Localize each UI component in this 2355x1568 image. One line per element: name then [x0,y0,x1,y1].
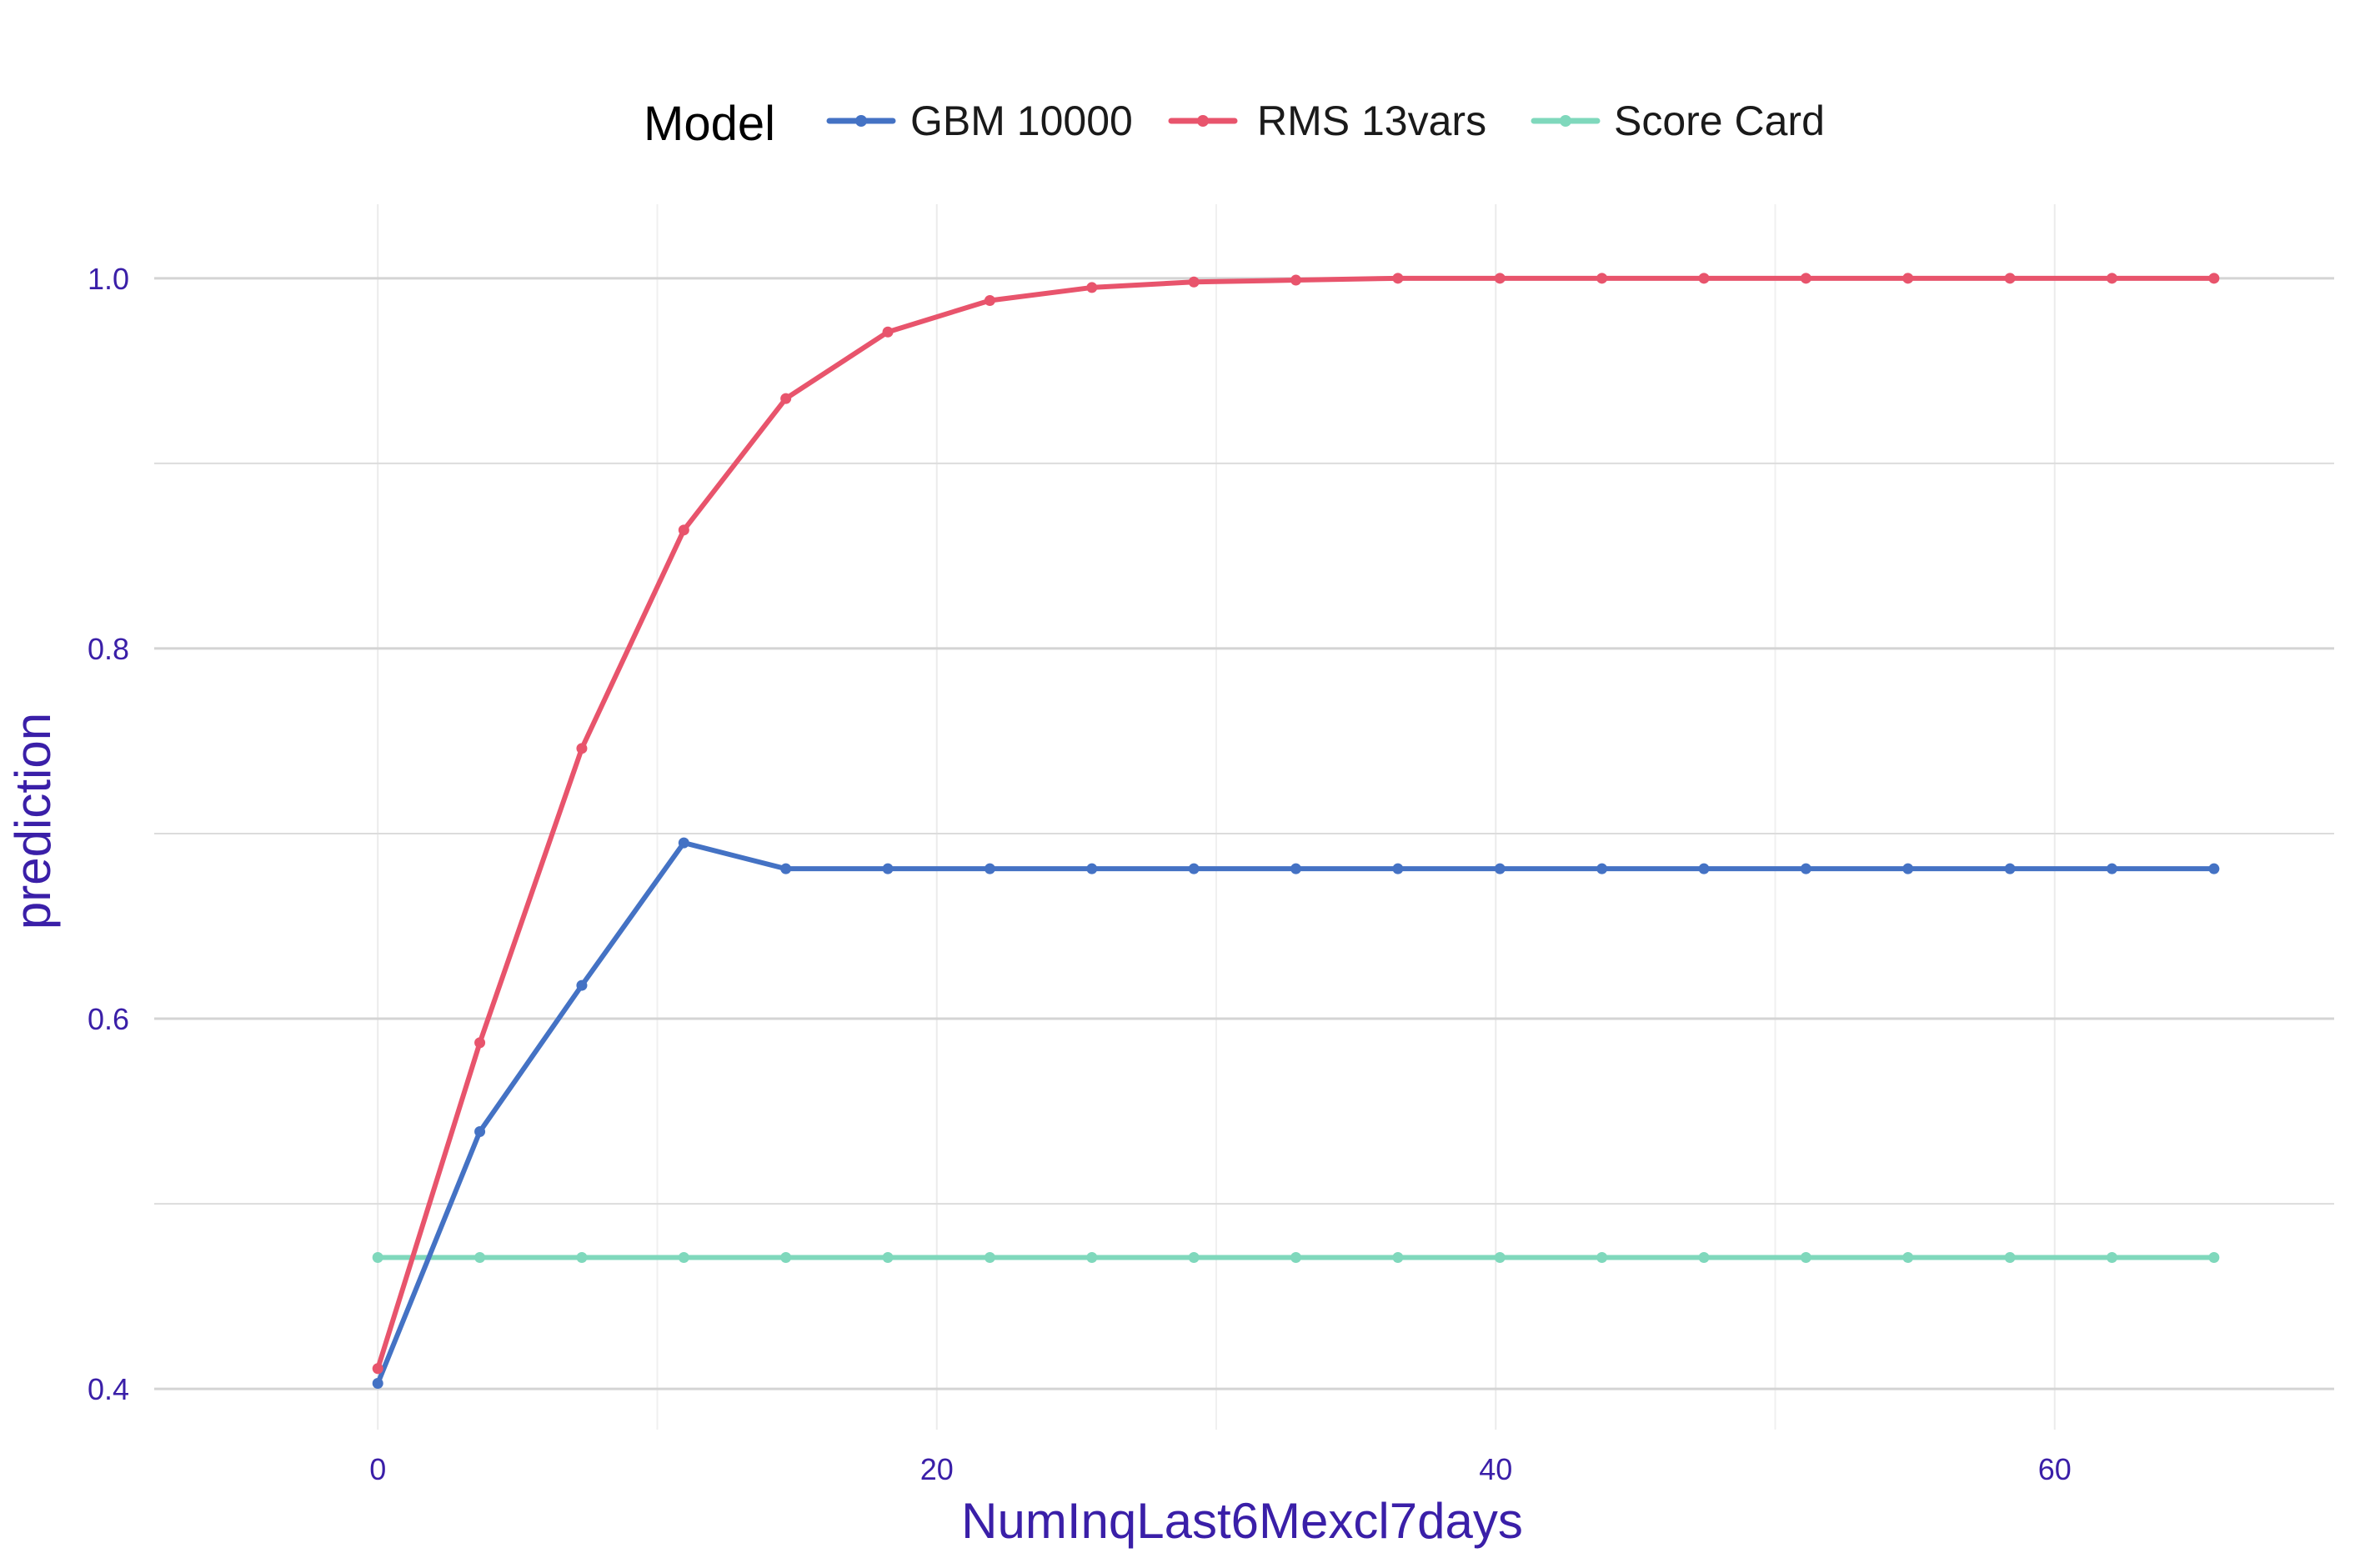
data-point [1698,863,1710,874]
data-point [1188,276,1200,288]
data-point [576,1251,588,1263]
x-axis-title: NumInqLast6Mexcl7days [961,1493,1523,1549]
data-point [2004,863,2016,874]
data-point [984,1251,995,1263]
data-point [2208,863,2220,874]
data-point [1086,282,1098,293]
data-point [576,743,588,754]
data-point [2106,1251,2117,1263]
series-rms-13vars [372,273,2220,1375]
data-point [2106,273,2117,284]
data-point [1596,273,1608,284]
x-tick-label: 60 [2038,1452,2072,1486]
data-point [372,1251,383,1263]
data-point [984,863,995,874]
legend-item: RMS 13vars [1168,98,1486,144]
data-point [372,1377,383,1389]
data-point [1902,863,1914,874]
y-tick-label: 0.6 [88,1002,129,1036]
series-gbm-10000 [372,837,2220,1389]
data-point [2004,273,2016,284]
axes: NumInqLast6Mexcl7days prediction 0 20 40 60… [5,262,2072,1549]
data-point [1698,1251,1710,1263]
legend-label: Score Card [1614,98,1825,144]
grid [154,204,2334,1430]
data-point [474,1037,486,1049]
data-point [780,393,792,404]
legend-item: GBM 10000 [826,98,1133,144]
data-point [372,1363,383,1375]
series-layer [372,273,2220,1389]
data-point [1800,1251,1811,1263]
legend-title: Model [644,97,775,151]
data-point [1800,273,1811,284]
data-point [1800,863,1811,874]
data-point [882,863,894,874]
data-point [678,837,689,849]
data-point [1086,1251,1098,1263]
data-point [882,1251,894,1263]
data-point [1494,1251,1506,1263]
data-point [780,1251,792,1263]
data-point [1596,1251,1608,1263]
data-point [1902,1251,1914,1263]
data-point [678,1251,689,1263]
legend-item: Score Card [1531,98,1825,144]
data-point [2208,1251,2220,1263]
data-point [882,326,894,338]
legend-label: GBM 10000 [910,98,1133,144]
data-point [1188,1251,1200,1263]
series-score-card [372,1251,2220,1263]
data-point [1596,863,1608,874]
data-point [2004,1251,2016,1263]
data-point [1494,273,1506,284]
data-point [780,863,792,874]
x-tick-label: 40 [1479,1452,1512,1486]
data-point [1086,863,1098,874]
y-axis-title: prediction [5,713,61,929]
x-tick-label: 20 [920,1452,954,1486]
data-point [1494,863,1506,874]
data-point [1188,863,1200,874]
data-point [2208,273,2220,284]
legend-key-point [855,115,867,127]
data-point [1290,1251,1302,1263]
legend: Model GBM 10000 RMS 13vars Score Card [644,97,1825,151]
data-point [1290,274,1302,286]
data-point [2106,863,2117,874]
data-point [1290,863,1302,874]
legend-label: RMS 13vars [1257,98,1486,144]
x-tick-label: 0 [369,1452,386,1486]
y-tick-label: 0.4 [88,1372,129,1406]
series-line [375,275,2217,1371]
legend-key-point [1560,115,1571,127]
data-point [474,1251,486,1263]
y-tick-label: 1.0 [88,262,129,296]
data-point [1392,863,1404,874]
y-tick-label: 0.8 [88,632,129,666]
data-point [576,979,588,991]
data-point [1698,273,1710,284]
data-point [474,1125,486,1137]
data-point [1392,273,1404,284]
data-point [1392,1251,1404,1263]
data-point [984,294,995,306]
data-point [678,524,689,536]
series-line [375,840,2217,1386]
data-point [1902,273,1914,284]
legend-key-point [1197,115,1209,127]
